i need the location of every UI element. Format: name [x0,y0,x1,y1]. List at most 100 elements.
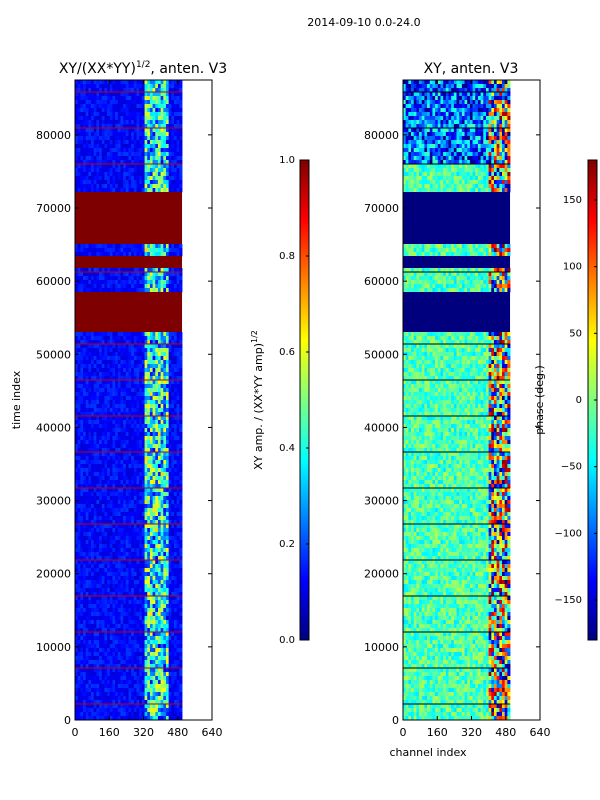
heatmap-cell [96,408,100,413]
heatmap-cell [163,556,167,561]
heatmap-cell [123,100,127,105]
heatmap-cell [120,524,124,529]
heatmap-cell [131,96,135,101]
heatmap-cell [85,412,89,417]
heatmap-cell [152,572,156,577]
heatmap-cell [120,652,124,657]
heatmap-cell [174,400,178,405]
heatmap-cell [123,636,127,641]
heatmap-cell [133,444,137,449]
heatmap-cell [91,176,95,181]
heatmap-cell [141,516,145,521]
heatmap-cell [139,436,143,441]
heatmap-cell [104,400,108,405]
heatmap-cell [131,656,135,661]
heatmap-cell [123,116,127,121]
heatmap-cell [144,416,148,421]
heatmap-cell [160,584,164,589]
heatmap-cell [155,336,159,341]
heatmap-cell [128,388,132,393]
heatmap-cell [165,444,170,449]
heatmap-cell [171,84,175,89]
heatmap-cell [88,380,92,385]
heatmap-cell [144,116,148,121]
heatmap-cell [133,368,137,373]
heatmap-cell [171,136,175,141]
heatmap-cell [88,416,92,421]
heatmap-cell [176,348,180,353]
heatmap-cell [96,568,100,573]
heatmap-cell [125,520,129,525]
heatmap-cell [165,620,170,625]
heatmap-cell [112,124,116,129]
heatmap-cell [101,536,105,541]
heatmap-cell [128,92,132,97]
heatmap-cell [147,488,151,493]
heatmap-cell [144,564,148,569]
heatmap-cell [80,80,84,85]
heatmap-cell [152,512,156,517]
heatmap-cell [107,336,111,341]
heatmap-cell [160,348,164,353]
heatmap-cell [85,596,89,601]
heatmap-cell [176,496,180,501]
heatmap-cell [179,520,183,525]
heatmap-cell [176,412,180,417]
heatmap-cell [83,396,87,401]
heatmap-cell [179,348,183,353]
heatmap-cell [165,104,170,109]
heatmap-cell [155,460,159,465]
heatmap-cell [123,416,127,421]
heatmap-cell [93,552,97,557]
heatmap-cell [155,500,159,505]
heatmap-cell [133,672,137,677]
heatmap-cell [104,96,108,101]
heatmap-cell [115,464,119,469]
heatmap-cell [165,436,170,441]
heatmap-cell [112,172,116,177]
heatmap-cell [144,336,148,341]
heatmap-cell [77,152,81,157]
heatmap-cell [109,440,113,445]
heatmap-cell [109,452,113,457]
heatmap-flagged-cell [75,240,183,245]
heatmap-cell [139,444,143,449]
heatmap-cell [160,120,164,125]
heatmap-cell [93,180,97,185]
heatmap-cell [144,188,148,193]
heatmap-cell [160,404,164,409]
heatmap-cell [80,416,84,421]
heatmap-cell [160,492,164,497]
heatmap-cell [141,588,145,593]
heatmap-cell [152,548,156,553]
heatmap-cell [149,252,153,257]
heatmap-cell [155,288,159,293]
heatmap-cell [101,404,105,409]
heatmap-cell [176,356,180,361]
heatmap-cell [125,616,129,621]
heatmap-cell [131,120,135,125]
heatmap-cell [141,672,145,677]
heatmap-cell [179,336,183,341]
figure-title: 2014-09-10 0.0-24.0 [307,16,420,29]
heatmap-cell [112,128,116,133]
heatmap-cell [112,464,116,469]
heatmap-cell [155,672,159,677]
heatmap-cell [133,468,137,473]
heatmap-cell [83,96,87,101]
heatmap-cell [109,388,113,393]
heatmap-cell [80,452,84,457]
heatmap-cell [115,344,119,349]
heatmap-cell [168,480,172,485]
heatmap-cell [149,604,153,609]
heatmap-cell [163,472,167,477]
heatmap-cell [99,248,103,253]
heatmap-cell [85,152,89,157]
heatmap-cell [117,608,121,613]
heatmap-cell [75,404,79,409]
heatmap-cell [99,480,103,485]
heatmap-cell [131,92,135,97]
heatmap-cell [141,536,145,541]
heatmap-cell [133,348,137,353]
heatmap-cell [109,568,113,573]
